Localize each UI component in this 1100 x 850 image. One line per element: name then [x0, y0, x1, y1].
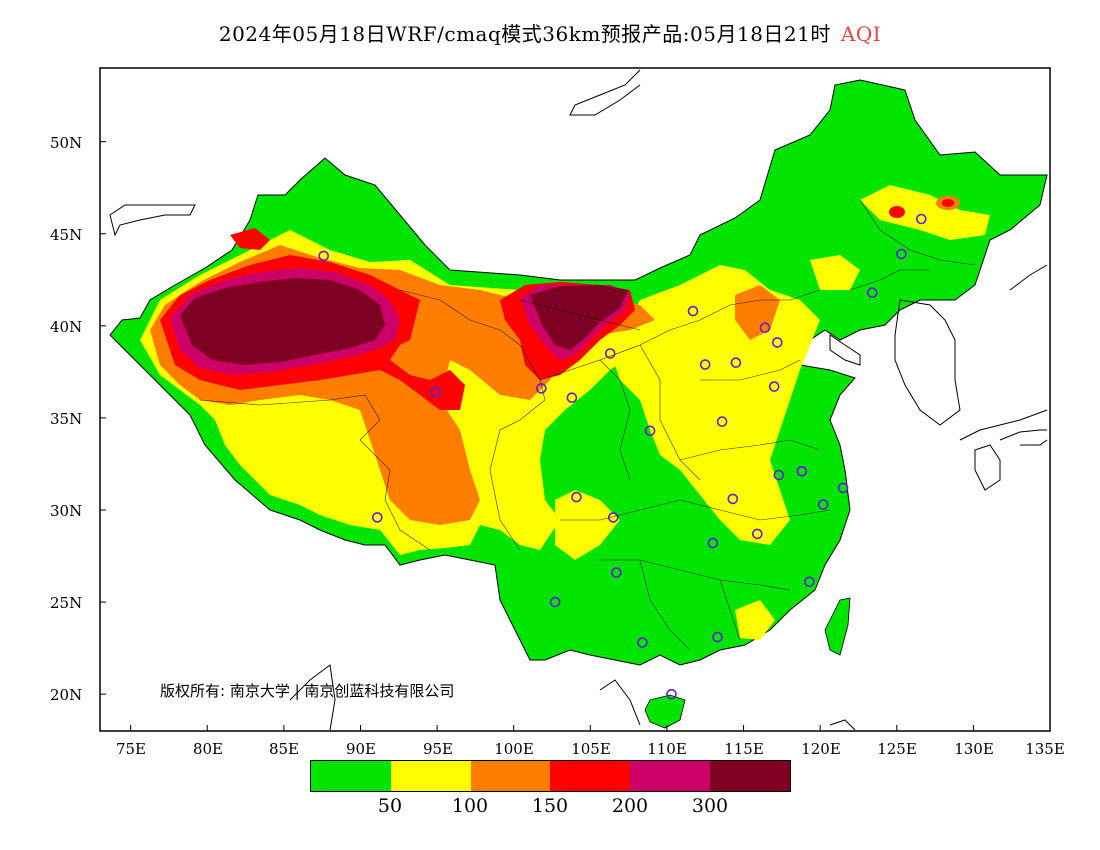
station-marker: [371, 512, 383, 523]
station-marker: [607, 512, 619, 523]
y-label-30n: 30N: [50, 502, 83, 520]
station-markers: [318, 213, 927, 700]
x-label-80e: 80E: [192, 740, 224, 758]
x-label-100e: 100E: [494, 740, 534, 758]
x-label-130e: 130E: [954, 740, 994, 758]
station-marker: [716, 416, 728, 427]
station-marker: [915, 213, 927, 225]
legend-swatch-hazardous: [710, 761, 790, 791]
station-marker: [771, 337, 783, 348]
legend-swatch-very-unhealthy: [630, 761, 711, 791]
station-marker: [796, 465, 808, 477]
y-label-20n: 20N: [50, 686, 83, 704]
legend-tick-300: 300: [691, 795, 729, 817]
x-label-125e: 125E: [877, 740, 917, 758]
station-marker: [768, 381, 780, 392]
legend-tick-150: 150: [531, 795, 569, 817]
x-label-115e: 115E: [724, 740, 764, 758]
station-marker: [604, 348, 616, 359]
station-marker: [730, 357, 742, 369]
title-main: 2024年05月18日WRF/cmaq模式36km预报产品:05月18日21时: [218, 22, 831, 46]
aqi-hotspot-ne2: [889, 206, 905, 218]
aqi-zone-moderate-south: [735, 600, 775, 640]
axis-ticks: [100, 141, 1051, 731]
station-marker: [666, 688, 677, 700]
x-label-120e: 120E: [801, 740, 841, 758]
station-marker: [707, 537, 719, 549]
aqi-zone-hazardous: [180, 278, 385, 365]
station-marker: [549, 596, 561, 608]
aqi-hotspot-ne1-core: [942, 199, 954, 207]
y-label-40n: 40N: [50, 318, 83, 336]
station-marker: [837, 482, 849, 494]
x-label-90e: 90E: [345, 740, 377, 758]
station-marker: [712, 631, 723, 643]
coastlines: [109, 69, 1048, 731]
legend-swatch-usg: [470, 761, 551, 791]
station-marker: [817, 499, 829, 510]
station-marker: [644, 425, 656, 437]
aqi-zone-hazardous-north: [530, 285, 628, 350]
aqi-zone-moderate-ne: [860, 185, 990, 240]
legend-tick-100: 100: [451, 795, 489, 817]
station-marker: [699, 359, 711, 370]
station-marker: [687, 305, 699, 317]
station-marker: [566, 392, 578, 404]
x-label-75e: 75E: [115, 740, 147, 758]
aqi-zone-moderate-mid: [555, 490, 620, 560]
station-marker: [773, 469, 785, 481]
y-label-35n: 35N: [50, 410, 83, 428]
chart-title: 2024年05月18日WRF/cmaq模式36km预报产品:05月18日21时 A…: [0, 18, 1100, 47]
x-label-110e: 110E: [647, 740, 687, 758]
aqi-zone-moderate-ne2: [810, 255, 860, 290]
y-label-45n: 45N: [50, 226, 83, 244]
station-marker: [571, 491, 582, 503]
y-label-25n: 25N: [50, 594, 83, 612]
station-marker: [637, 637, 648, 648]
x-label-135e: 135E: [1025, 740, 1065, 758]
station-marker: [430, 386, 441, 398]
province-boundaries: [199, 199, 976, 651]
map-frame: [99, 67, 1051, 732]
x-label-105e: 105E: [571, 740, 611, 758]
aqi-zone-moderate-north: [610, 265, 820, 545]
station-marker: [804, 576, 815, 588]
aqi-zone-unhealthy-nw: [230, 228, 270, 250]
station-marker: [611, 567, 622, 578]
title-variable: AQI: [840, 22, 882, 46]
copyright-text: 版权所有: 南京大学 | 南京创蓝科技有限公司: [160, 682, 455, 700]
taiwan-region: [824, 597, 851, 656]
x-label-85e: 85E: [268, 740, 300, 758]
station-marker: [535, 383, 547, 394]
y-label-50n: 50N: [50, 134, 83, 152]
station-marker: [751, 528, 763, 540]
legend-tick-50: 50: [377, 795, 403, 817]
legend-swatch-moderate: [390, 761, 471, 791]
station-marker: [866, 287, 878, 299]
station-marker: [318, 250, 330, 262]
hainan-region: [644, 694, 686, 729]
x-label-95e: 95E: [422, 740, 454, 758]
color-legend: [310, 760, 791, 792]
station-marker: [759, 322, 771, 334]
legend-tick-200: 200: [611, 795, 649, 817]
station-marker: [896, 248, 907, 260]
legend-swatch-unhealthy: [550, 761, 631, 791]
station-marker: [727, 493, 739, 505]
legend-swatch-good: [311, 761, 391, 791]
